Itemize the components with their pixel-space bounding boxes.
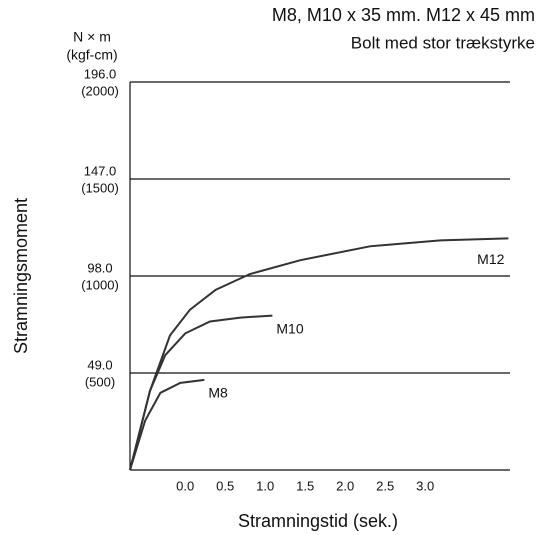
x-tick-label: 2.5: [376, 478, 394, 493]
x-tick-label: 1.5: [296, 478, 314, 493]
y2-tick-label: (500): [85, 374, 115, 389]
x-tick-label: 1.0: [256, 478, 274, 493]
series-label: M8: [208, 385, 228, 401]
y-tick-label: 98.0: [87, 260, 112, 275]
line: [129, 378, 205, 471]
y-tick-label: 147.0: [84, 163, 117, 178]
y-unit: N × m: [73, 29, 111, 45]
x-tick-label: 0.5: [216, 478, 234, 493]
x-tick-label: 2.0: [336, 478, 354, 493]
series-label: M10: [276, 320, 303, 336]
x-tick-label: 0.0: [176, 478, 194, 493]
y-axis-title: Stramningsmoment: [11, 198, 31, 354]
x-tick-label: 3.0: [416, 478, 434, 493]
x-axis-title: Stramningstid (sek.): [238, 511, 398, 531]
y-tick-label: 49.0: [87, 357, 112, 372]
series-label: M12: [477, 251, 504, 267]
y2-unit: (kgf-cm): [66, 47, 117, 63]
y2-tick-label: (2000): [81, 83, 119, 98]
y2-tick-label: (1500): [81, 180, 119, 195]
y-tick-label: 196.0: [84, 66, 117, 81]
chart-note: Bolt med stor trækstyrke: [351, 33, 535, 52]
chart-subtitle: M8, M10 x 35 mm. M12 x 45 mm: [272, 5, 535, 25]
line: [129, 237, 509, 471]
y2-tick-label: (1000): [81, 277, 119, 292]
line: [129, 314, 273, 471]
